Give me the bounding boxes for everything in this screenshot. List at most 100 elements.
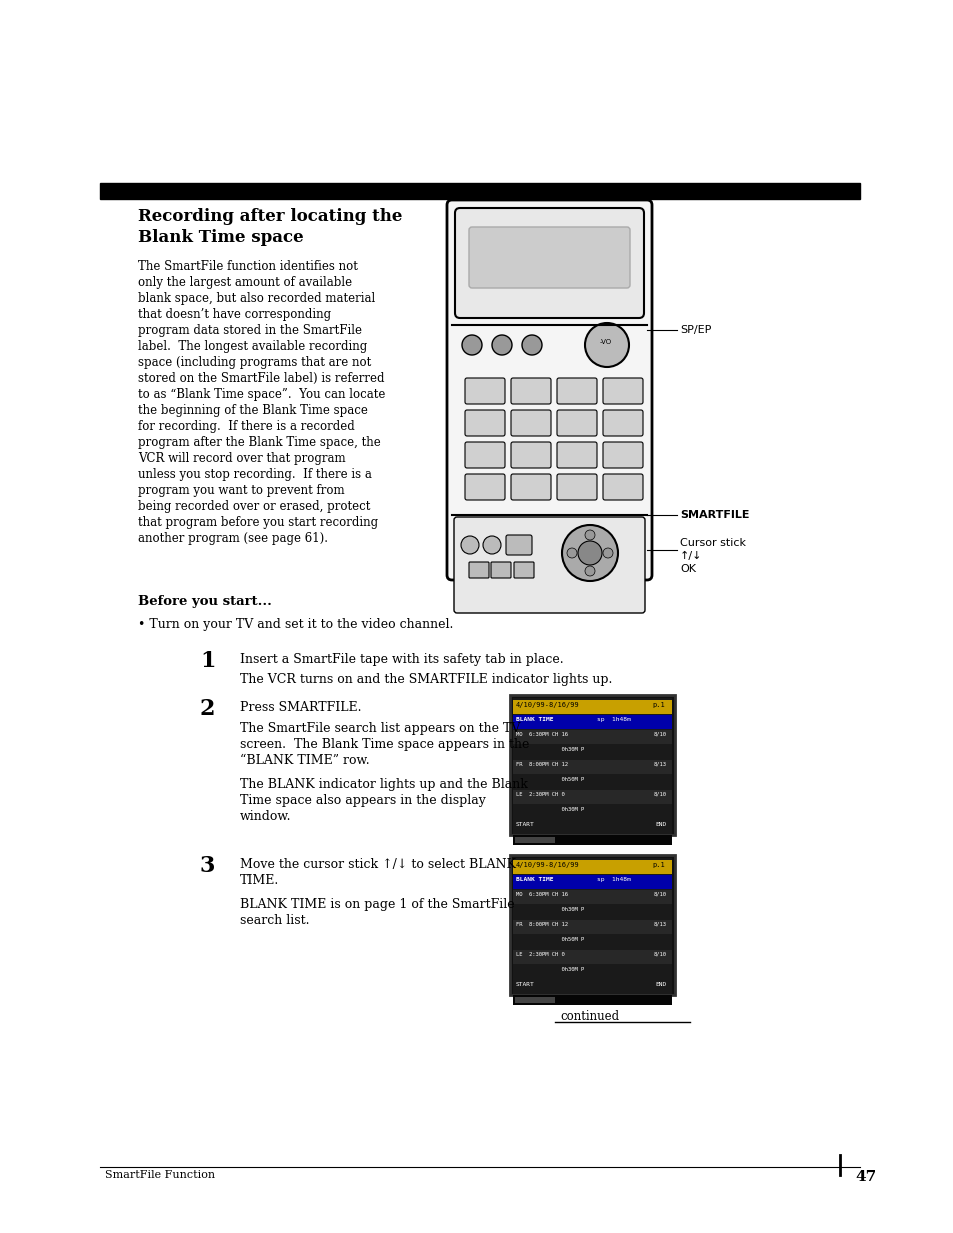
Text: END: END: [655, 981, 666, 986]
Circle shape: [521, 335, 541, 355]
Bar: [513, 905, 671, 919]
Text: TIME.: TIME.: [240, 874, 279, 887]
Bar: [513, 835, 671, 845]
Circle shape: [460, 536, 478, 554]
FancyBboxPatch shape: [514, 562, 534, 578]
Circle shape: [584, 530, 595, 540]
Text: 0h30M P: 0h30M P: [516, 967, 583, 972]
Text: Recording after locating the
Blank Time space: Recording after locating the Blank Time …: [138, 208, 402, 245]
Bar: [513, 715, 671, 729]
FancyBboxPatch shape: [602, 379, 642, 404]
Bar: [513, 890, 671, 904]
Text: 0h30M P: 0h30M P: [516, 907, 583, 912]
Text: 0h30M P: 0h30M P: [516, 808, 583, 813]
Circle shape: [492, 335, 512, 355]
Text: START: START: [516, 981, 535, 986]
Bar: [513, 700, 671, 714]
Text: 0h30M P: 0h30M P: [516, 747, 583, 752]
Text: 3: 3: [200, 854, 215, 877]
Text: START: START: [516, 822, 535, 827]
Bar: [513, 995, 671, 1005]
Text: SmartFile Function: SmartFile Function: [105, 1170, 214, 1180]
Text: space (including programs that are not: space (including programs that are not: [138, 356, 371, 369]
FancyBboxPatch shape: [469, 227, 629, 289]
FancyBboxPatch shape: [505, 535, 532, 555]
Bar: [513, 730, 671, 743]
Text: 4/10/99-8/16/99: 4/10/99-8/16/99: [516, 702, 579, 708]
Bar: [513, 875, 671, 889]
Text: The SmartFile function identifies not: The SmartFile function identifies not: [138, 260, 357, 272]
Text: 8/13: 8/13: [654, 762, 666, 767]
Bar: [515, 837, 555, 843]
Text: that doesn’t have corresponding: that doesn’t have corresponding: [138, 308, 331, 321]
Text: 8/10: 8/10: [654, 952, 666, 957]
Circle shape: [602, 547, 613, 559]
FancyBboxPatch shape: [464, 441, 504, 469]
FancyBboxPatch shape: [447, 200, 651, 580]
Text: stored on the SmartFile label) is referred: stored on the SmartFile label) is referr…: [138, 372, 384, 385]
Text: END: END: [655, 822, 666, 827]
Text: sp  1h48m: sp 1h48m: [597, 718, 630, 723]
Text: search list.: search list.: [240, 914, 309, 927]
Bar: [510, 695, 675, 835]
Text: BLANK TIME is on page 1 of the SmartFile: BLANK TIME is on page 1 of the SmartFile: [240, 898, 514, 911]
Bar: [510, 854, 675, 995]
Text: Press SMARTFILE.: Press SMARTFILE.: [240, 702, 361, 714]
Text: p.1: p.1: [652, 702, 664, 708]
Text: MO  6:30PM CH 16: MO 6:30PM CH 16: [516, 891, 567, 896]
Text: The VCR turns on and the SMARTFILE indicator lights up.: The VCR turns on and the SMARTFILE indic…: [240, 673, 612, 686]
Bar: [513, 949, 671, 964]
FancyBboxPatch shape: [455, 208, 643, 318]
FancyBboxPatch shape: [511, 379, 551, 404]
Text: FR  8:00PM CH 12: FR 8:00PM CH 12: [516, 762, 567, 767]
Bar: [513, 820, 671, 834]
Circle shape: [578, 541, 601, 565]
Bar: [513, 790, 671, 804]
Circle shape: [561, 525, 618, 581]
FancyBboxPatch shape: [454, 517, 644, 613]
Text: program data stored in the SmartFile: program data stored in the SmartFile: [138, 324, 361, 337]
Text: blank space, but also recorded material: blank space, but also recorded material: [138, 292, 375, 305]
Text: VCR will record over that program: VCR will record over that program: [138, 453, 345, 465]
Text: “BLANK TIME” row.: “BLANK TIME” row.: [240, 755, 369, 767]
Text: 4/10/99-8/16/99: 4/10/99-8/16/99: [516, 862, 579, 868]
FancyBboxPatch shape: [511, 411, 551, 436]
Text: program you want to prevent from: program you want to prevent from: [138, 485, 344, 497]
Text: window.: window.: [240, 810, 292, 822]
Bar: [513, 776, 671, 789]
Bar: [513, 805, 671, 819]
Text: Move the cursor stick ↑/↓ to select BLANK: Move the cursor stick ↑/↓ to select BLAN…: [240, 858, 516, 870]
Text: unless you stop recording.  If there is a: unless you stop recording. If there is a: [138, 469, 372, 481]
Circle shape: [566, 547, 577, 559]
FancyBboxPatch shape: [511, 441, 551, 469]
Text: another program (see page 61).: another program (see page 61).: [138, 531, 328, 545]
Bar: [513, 935, 671, 949]
Text: BLANK TIME: BLANK TIME: [516, 877, 553, 882]
FancyBboxPatch shape: [557, 379, 597, 404]
Circle shape: [482, 536, 500, 554]
Text: 8/13: 8/13: [654, 922, 666, 927]
Circle shape: [461, 335, 481, 355]
FancyBboxPatch shape: [491, 562, 511, 578]
Text: Time space also appears in the display: Time space also appears in the display: [240, 794, 485, 808]
Text: Insert a SmartFile tape with its safety tab in place.: Insert a SmartFile tape with its safety …: [240, 653, 563, 666]
Bar: [100, 182, 859, 199]
Text: FR  8:00PM CH 12: FR 8:00PM CH 12: [516, 922, 567, 927]
Text: 1: 1: [200, 650, 215, 672]
Circle shape: [584, 323, 628, 367]
Text: sp  1h48m: sp 1h48m: [597, 877, 630, 882]
Text: BLANK TIME: BLANK TIME: [516, 718, 553, 723]
Bar: [513, 980, 671, 994]
Text: screen.  The Blank Time space appears in the: screen. The Blank Time space appears in …: [240, 739, 529, 751]
FancyBboxPatch shape: [469, 562, 489, 578]
FancyBboxPatch shape: [511, 473, 551, 501]
Text: Cursor stick
↑/↓
OK: Cursor stick ↑/↓ OK: [679, 538, 745, 575]
Bar: [513, 745, 671, 760]
Text: SMARTFILE: SMARTFILE: [679, 510, 749, 520]
Text: • Turn on your TV and set it to the video channel.: • Turn on your TV and set it to the vide…: [138, 618, 453, 631]
Bar: [513, 698, 671, 832]
FancyBboxPatch shape: [557, 411, 597, 436]
Bar: [513, 760, 671, 774]
Bar: [515, 997, 555, 1002]
Text: MO  6:30PM CH 16: MO 6:30PM CH 16: [516, 732, 567, 737]
